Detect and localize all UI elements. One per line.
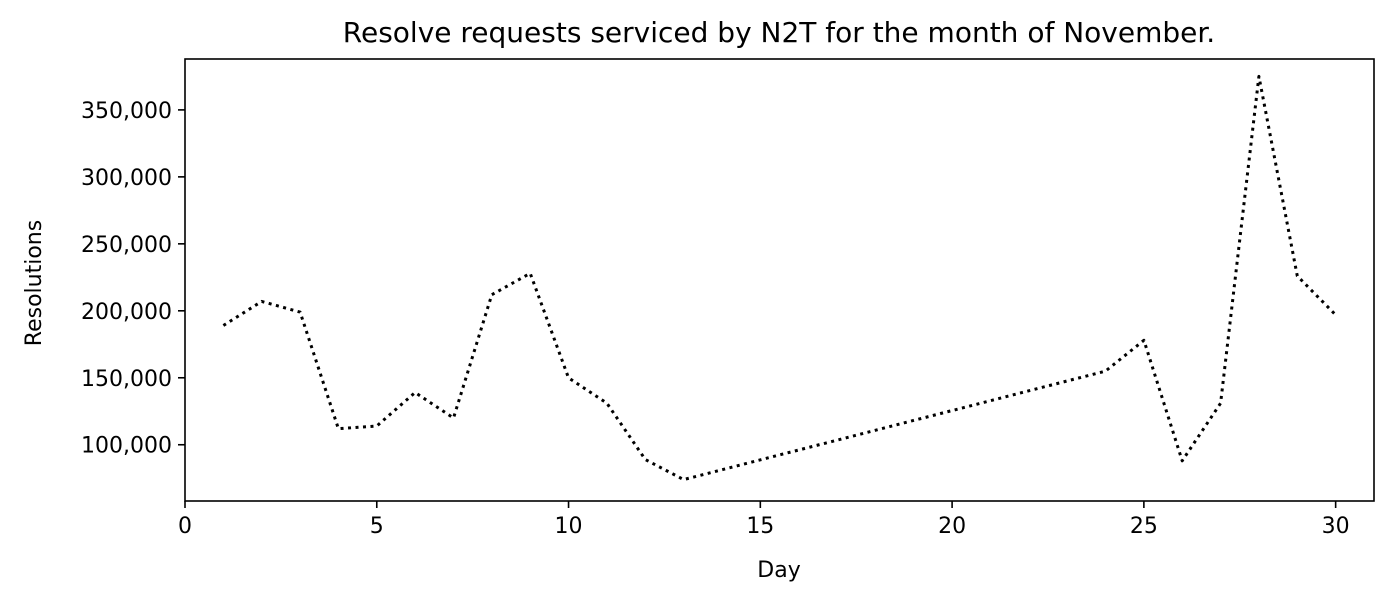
y-tick-label: 350,000 — [81, 99, 172, 124]
x-axis-label: Day — [757, 558, 800, 583]
y-tick-label: 200,000 — [81, 300, 172, 325]
y-tick-label: 100,000 — [81, 434, 172, 459]
x-tick-label: 25 — [1130, 514, 1158, 539]
axes-frame — [184, 58, 1375, 502]
plot-area — [222, 74, 1337, 482]
x-tick-label: 20 — [938, 514, 966, 539]
x-tick-label: 5 — [370, 514, 384, 539]
y-axis-label: Resolutions — [22, 220, 47, 346]
x-axis-ticks: 0 5 10 15 20 25 30 — [178, 501, 1350, 539]
y-tick-label: 150,000 — [81, 367, 172, 392]
x-tick-label: 10 — [555, 514, 583, 539]
x-tick-label: 30 — [1322, 514, 1350, 539]
y-tick-label: 250,000 — [81, 233, 172, 258]
series-line — [222, 74, 1337, 482]
chart-title: Resolve requests serviced by N2T for the… — [343, 16, 1215, 49]
x-tick-label: 15 — [746, 514, 774, 539]
x-tick-label: 0 — [178, 514, 192, 539]
y-axis-ticks: 100,000 150,000 200,000 250,000 300,000 350,0… — [81, 99, 185, 459]
y-tick-label: 300,000 — [81, 166, 172, 191]
